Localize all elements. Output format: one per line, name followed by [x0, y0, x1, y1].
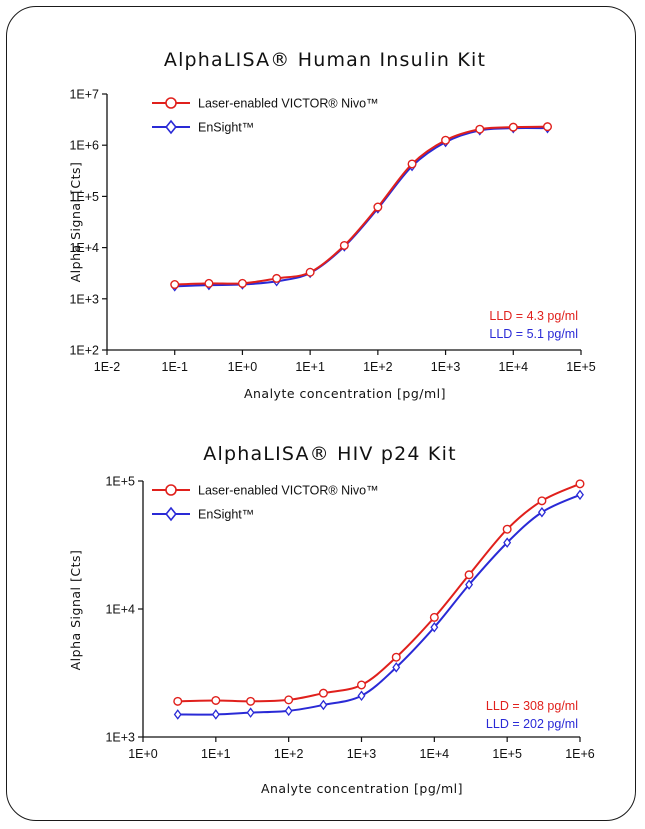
legend-label: EnSight™ — [198, 121, 254, 135]
data-point — [357, 690, 366, 702]
data-point — [430, 621, 439, 633]
chart-title: AlphaLISA® Human Insulin Kit — [164, 49, 486, 71]
lld-annotation: LLD = 308 pg/ml — [486, 699, 578, 713]
y-tick-label: 1E+3 — [69, 292, 99, 306]
x-tick-label: 1E-1 — [162, 360, 188, 374]
data-point — [576, 489, 584, 501]
x-tick-label: 1E+2 — [274, 747, 304, 761]
chart-title: AlphaLISA® HIV p24 Kit — [203, 443, 456, 465]
series-ensight — [173, 489, 584, 720]
data-point — [319, 699, 328, 711]
y-tick-label: 1E+6 — [69, 139, 99, 153]
data-point — [537, 506, 546, 518]
data-point — [537, 496, 547, 506]
data-point — [373, 202, 383, 212]
y-tick-label: 1E+5 — [69, 190, 99, 204]
y-tick-label: 1E+5 — [105, 475, 135, 489]
data-point — [391, 652, 401, 662]
data-point — [357, 680, 367, 690]
data-point — [246, 696, 256, 706]
data-point — [407, 159, 417, 169]
data-point — [475, 124, 485, 134]
data-point — [284, 695, 294, 705]
data-point — [465, 579, 474, 590]
legend-label: EnSight™ — [198, 508, 254, 522]
series-victor-nivo — [173, 479, 585, 706]
data-point — [502, 524, 512, 534]
data-point — [246, 707, 255, 718]
legend-marker — [165, 506, 177, 522]
y-axis-label: Alpha Signal [Cts] — [68, 162, 83, 283]
lld-annotation: LLD = 5.1 pg/ml — [489, 327, 578, 341]
data-point — [284, 705, 293, 717]
y-tick-label: 1E+4 — [105, 603, 135, 617]
data-point — [441, 135, 451, 145]
x-tick-label: 1E+3 — [347, 747, 377, 761]
legend: Laser-enabled VICTOR® Nivo™ EnSight™ — [152, 97, 379, 135]
data-point — [173, 696, 183, 706]
y-tick-label: 1E+3 — [105, 731, 135, 745]
y-tick-label: 1E+7 — [69, 88, 99, 102]
x-tick-label: 1E+2 — [363, 360, 393, 374]
y-tick-label: 1E+2 — [69, 344, 99, 358]
x-tick-label: 1E+1 — [295, 360, 325, 374]
data-point — [339, 240, 349, 250]
data-point — [173, 709, 182, 720]
x-tick-label: 1E+6 — [565, 747, 595, 761]
x-tick-label: 1E+5 — [566, 360, 596, 374]
data-point — [272, 273, 282, 283]
x-axis-label: Analyte concentration [pg/ml] — [261, 781, 463, 796]
x-tick-label: 1E-2 — [94, 360, 120, 374]
lld-annotation: LLD = 4.3 pg/ml — [489, 309, 578, 323]
legend-marker — [165, 97, 177, 109]
data-point — [503, 537, 512, 548]
data-point — [575, 479, 585, 489]
data-point — [204, 278, 214, 288]
data-point — [508, 122, 518, 132]
y-axis-label: Alpha Signal [Cts] — [68, 550, 83, 671]
legend-label: Laser-enabled VICTOR® Nivo™ — [198, 484, 379, 498]
series-line — [177, 493, 581, 716]
data-point — [305, 267, 315, 277]
legend-marker — [165, 119, 177, 135]
x-tick-label: 1E+1 — [201, 747, 231, 761]
x-tick-label: 1E+5 — [492, 747, 522, 761]
x-tick-label: 1E+0 — [228, 360, 258, 374]
series-line — [174, 127, 548, 288]
series-ensight — [170, 122, 552, 292]
data-point — [237, 278, 247, 288]
data-point — [318, 688, 328, 698]
data-point — [542, 122, 552, 132]
x-tick-label: 1E+3 — [431, 360, 461, 374]
chart-2: AlphaLISA® HIV p24 Kit 1E+0 1E+1 1E+2 1E+3 1E… — [68, 443, 595, 796]
data-point — [211, 709, 220, 720]
figure-card — [6, 6, 636, 821]
legend-label: Laser-enabled VICTOR® Nivo™ — [198, 97, 379, 111]
series-line — [174, 125, 548, 286]
x-tick-label: 1E+4 — [420, 747, 450, 761]
data-point — [170, 280, 180, 290]
x-tick-label: 1E+0 — [128, 747, 158, 761]
data-point — [464, 570, 474, 580]
y-tick-label: 1E+4 — [69, 241, 99, 255]
data-point — [429, 612, 439, 622]
data-point — [392, 662, 401, 673]
data-point — [211, 695, 221, 705]
legend-marker — [165, 484, 177, 496]
x-tick-label: 1E+4 — [499, 360, 529, 374]
series-victor-nivo — [170, 122, 552, 290]
lld-annotation: LLD = 202 pg/ml — [486, 717, 578, 731]
chart-1: AlphaLISA® Human Insulin Kit 1E-2 1E-1 1E+0… — [68, 49, 596, 401]
legend: Laser-enabled VICTOR® Nivo™ EnSight™ — [152, 484, 379, 522]
x-axis-label: Analyte concentration [pg/ml] — [244, 386, 446, 401]
